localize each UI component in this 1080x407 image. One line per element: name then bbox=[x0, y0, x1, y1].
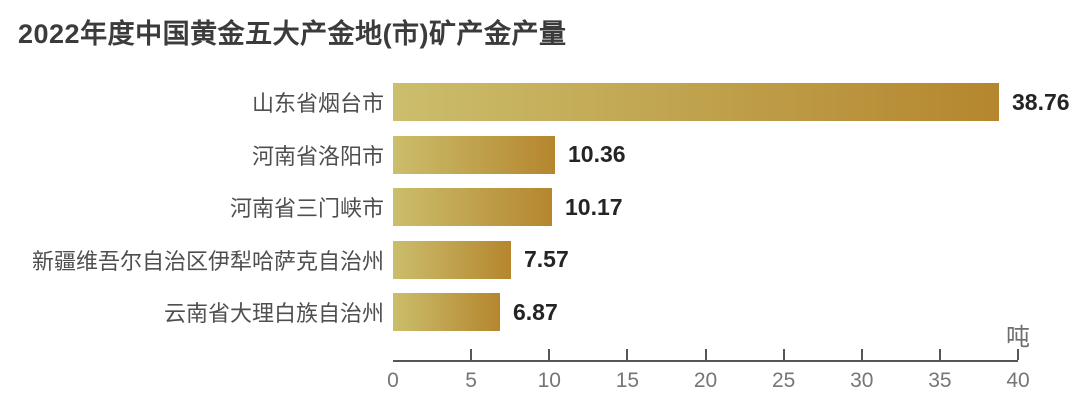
bar bbox=[393, 240, 511, 279]
value-label: 38.76 bbox=[1012, 88, 1070, 115]
bar bbox=[393, 293, 500, 331]
x-axis-tick-mark bbox=[860, 349, 863, 360]
value-label: 10.17 bbox=[565, 193, 623, 220]
chart-title: 2022年度中国黄金五大产金地(市)矿产金产量 bbox=[18, 19, 567, 49]
x-axis-tick-mark bbox=[626, 349, 629, 360]
x-axis-tick-label: 35 bbox=[928, 369, 952, 392]
x-axis-tick-label: 20 bbox=[693, 369, 718, 392]
axis-unit-label: 吨 bbox=[1006, 324, 1030, 351]
bar-row: 河南省三门峡市 10.17 bbox=[0, 188, 1080, 226]
x-axis-tick-mark bbox=[470, 349, 473, 360]
x-axis-tick-label: 30 bbox=[850, 369, 874, 392]
x-axis-tick-label: 5 bbox=[465, 369, 477, 392]
x-axis-tick-label: 15 bbox=[615, 369, 640, 392]
bar-row: 河南省洛阳市 10.36 bbox=[0, 135, 1080, 174]
x-axis-tick-mark bbox=[704, 349, 707, 360]
bar bbox=[393, 83, 999, 121]
bar-row: 云南省大理白族自治州 6.87 bbox=[0, 293, 1080, 331]
category-label: 河南省三门峡市 bbox=[229, 196, 384, 221]
value-label: 7.57 bbox=[524, 246, 569, 272]
x-axis-line bbox=[393, 360, 1018, 362]
category-label: 河南省洛阳市 bbox=[251, 143, 384, 169]
bar-row: 新疆维吾尔自治区伊犁哈萨克自治州 7.57 bbox=[0, 240, 1080, 279]
x-axis-tick-label: 10 bbox=[537, 369, 561, 392]
x-axis-tick-mark bbox=[782, 349, 785, 360]
x-axis-tick-mark bbox=[938, 349, 941, 360]
category-label: 新疆维吾尔自治区伊犁哈萨克自治州 bbox=[31, 248, 384, 274]
x-axis-tick-mark bbox=[548, 349, 551, 360]
value-label: 6.87 bbox=[513, 298, 558, 325]
bar bbox=[393, 135, 555, 174]
x-axis-tick-label: 0 bbox=[387, 369, 399, 392]
value-label: 10.36 bbox=[568, 141, 626, 167]
category-label: 山东省烟台市 bbox=[251, 91, 384, 116]
x-axis-tick-mark bbox=[1017, 349, 1019, 360]
x-axis-tick-label: 40 bbox=[1006, 369, 1030, 392]
bar-row: 山东省烟台市 38.76 bbox=[0, 83, 1080, 121]
category-label: 云南省大理白族自治州 bbox=[163, 301, 384, 326]
bar bbox=[393, 188, 552, 226]
x-axis-tick-label: 25 bbox=[771, 369, 796, 392]
